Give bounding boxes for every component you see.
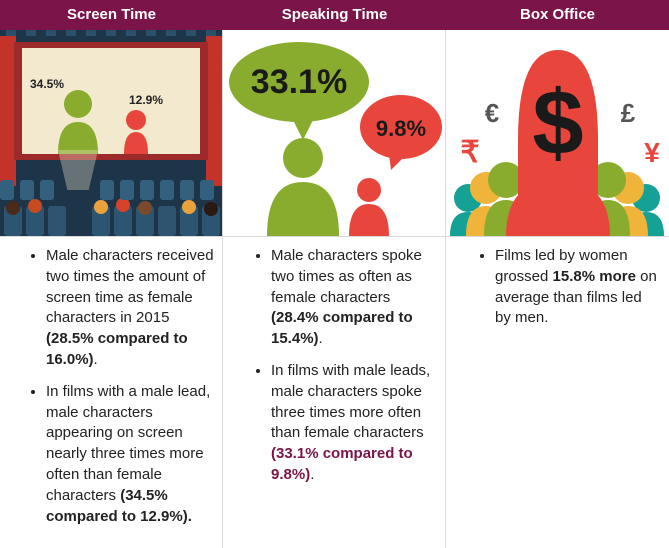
box-office-list: Films led by women grossed 15.8% more on… [469, 246, 661, 329]
bullet-bold: (28.4% compared to 15.4%) [271, 309, 413, 348]
header-speaking-time: Speaking Time [281, 6, 388, 23]
male-character-icon [58, 90, 98, 154]
screen-female-label: 12.9% [129, 93, 163, 107]
section-divider [0, 236, 669, 237]
lead-woman-icon [506, 50, 610, 236]
yen-icon: ¥ [644, 137, 660, 168]
bullet-bold: (34.5% compared to 12.9%). [46, 486, 192, 525]
female-speaker-icon [349, 178, 389, 236]
list-item: Male characters spoke two times as often… [271, 246, 441, 350]
male-bubble-label: 33.1% [251, 63, 347, 101]
bullet-end: . [310, 465, 315, 483]
female-character-icon [124, 110, 148, 154]
header-screen-time: Screen Time [67, 6, 156, 23]
bullet-bold: 15.8% more [552, 267, 636, 285]
list-item: Films led by women grossed 15.8% more on… [495, 246, 661, 329]
rupee-icon: ₹ [460, 136, 479, 169]
bullet-end: . [93, 350, 98, 368]
header-bar: Screen Time Speaking Time Box Office [0, 0, 669, 30]
speaking-time-list: Male characters spoke two times as often… [245, 246, 441, 486]
bullet-text: Male characters received two times the a… [46, 247, 214, 327]
speaking-time-text: Male characters spoke two times as often… [245, 246, 441, 497]
euro-icon: € [485, 98, 499, 128]
screen-time-illustration: 34.5% 12.9% [0, 30, 222, 236]
list-item: Male characters received two times the a… [46, 246, 216, 371]
bullet-text: Male characters spoke two times as often… [271, 247, 422, 306]
audience-seats-icon [0, 180, 220, 236]
bullet-end: on average than films led by men. [495, 267, 657, 327]
speaking-time-illustration: 33.1% 9.8% [223, 30, 445, 236]
female-speech-bubble-icon [360, 95, 442, 170]
pound-icon: £ [621, 98, 636, 128]
bullet-text: In films with male leads, male character… [271, 361, 431, 442]
box-office-text: Films led by women grossed 15.8% more on… [469, 246, 661, 340]
screen-time-text: Male characters received two times the a… [20, 246, 216, 538]
bullet-text: Films led by women grossed [495, 247, 628, 285]
bullet-end: . [318, 330, 323, 348]
box-office-illustration: $ € £ ₹ ¥ [446, 30, 669, 236]
male-speaker-icon [267, 138, 339, 236]
list-item: In films with male leads, male character… [271, 361, 441, 486]
bullet-text: In films with a male lead, male characte… [46, 382, 211, 504]
dollar-icon: $ [532, 72, 583, 174]
header-box-office: Box Office [519, 6, 595, 23]
bullet-bold: (28.5% compared to 16.0%) [46, 330, 188, 368]
column-divider [445, 30, 446, 548]
screen-time-list: Male characters received two times the a… [20, 246, 216, 527]
list-item: In films with a male lead, male characte… [46, 382, 216, 528]
bullet-accent: (33.1% compared to 9.8%) [271, 445, 413, 483]
column-divider [222, 30, 223, 548]
screen-male-label: 34.5% [30, 77, 64, 91]
female-bubble-label: 9.8% [376, 116, 426, 141]
male-speech-bubble-icon [229, 42, 369, 140]
